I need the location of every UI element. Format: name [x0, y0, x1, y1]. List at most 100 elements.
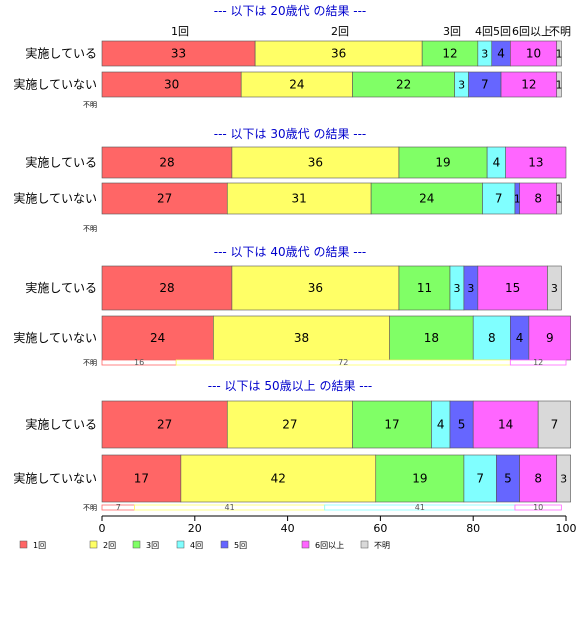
bar-segment — [547, 265, 562, 311]
row-label: 実施していない — [13, 77, 97, 92]
data-label: 12 — [442, 47, 457, 61]
data-label: 3 — [467, 282, 474, 295]
data-label: 42 — [271, 472, 286, 486]
data-label: 28 — [159, 281, 174, 295]
data-label: 3 — [481, 48, 488, 61]
bar-segment — [101, 146, 233, 179]
data-label: 3 — [458, 79, 465, 92]
data-label: 22 — [396, 78, 411, 92]
unknown-row-label: 不明 — [83, 359, 97, 367]
data-label: 1 — [514, 193, 521, 206]
x-tick-label: 60 — [373, 522, 387, 535]
bar-segment — [389, 315, 474, 361]
bar-segment — [519, 182, 558, 215]
bar-segment — [231, 265, 400, 311]
data-label: 13 — [528, 156, 543, 170]
data-label: 12 — [521, 78, 536, 92]
bar-segment — [510, 40, 558, 67]
data-label: 4 — [516, 331, 524, 345]
data-label: 3 — [560, 473, 567, 486]
data-label: 24 — [150, 331, 165, 345]
bar-segment — [505, 146, 567, 179]
unknown-data-label: 7 — [116, 503, 121, 512]
unknown-data-label: 72 — [338, 358, 348, 367]
top-category-label: 3回 — [443, 25, 461, 38]
data-label: 8 — [534, 472, 542, 486]
bar-segment — [556, 454, 571, 503]
row-label: 実施している — [25, 417, 97, 432]
bar-segment — [537, 400, 571, 449]
bar-segment — [213, 315, 390, 361]
top-category-label: 6回以上 — [512, 25, 552, 38]
data-label: 28 — [159, 156, 174, 170]
row-label: 実施していない — [13, 330, 97, 345]
x-tick-label: 20 — [188, 522, 202, 535]
unknown-row-label: 不明 — [83, 504, 97, 512]
data-label: 27 — [157, 192, 172, 206]
data-label: 8 — [534, 192, 542, 206]
data-label: 36 — [308, 281, 323, 295]
data-label: 7 — [495, 192, 503, 206]
bar-segment — [352, 400, 432, 449]
bar-segment — [500, 71, 558, 98]
data-label: 1 — [556, 193, 563, 206]
bar-segment — [468, 71, 502, 98]
data-label: 19 — [435, 156, 450, 170]
bar-segment — [421, 40, 479, 67]
data-label: 18 — [424, 331, 439, 345]
row-label: 実施している — [25, 155, 97, 170]
bar-segment — [398, 265, 451, 311]
bar-segment — [101, 400, 228, 449]
data-label: 36 — [308, 156, 323, 170]
unknown-row-label: 不明 — [83, 101, 97, 109]
row-label: 実施していない — [13, 471, 97, 486]
unknown-data-label: 41 — [415, 503, 425, 512]
unknown-data-label: 12 — [533, 358, 543, 367]
bar-segment — [519, 454, 558, 503]
bar-segment — [370, 182, 483, 215]
legend-label: 1回 — [33, 541, 46, 550]
data-label: 4 — [497, 47, 505, 61]
bar-segment — [101, 182, 228, 215]
bar-segment — [101, 315, 214, 361]
data-label: 31 — [292, 192, 307, 206]
data-label: 19 — [412, 472, 427, 486]
data-label: 9 — [546, 331, 554, 345]
data-label: 3 — [453, 282, 460, 295]
data-label: 5 — [504, 472, 512, 486]
top-category-label: 2回 — [331, 25, 349, 38]
data-label: 1 — [556, 79, 563, 92]
panel-title: --- 以下は 20歳代 の結果 --- — [214, 4, 367, 18]
legend-swatch — [220, 540, 229, 549]
data-label: 33 — [171, 47, 186, 61]
row-label: 実施している — [25, 280, 97, 295]
data-label: 11 — [417, 281, 432, 295]
data-label: 14 — [498, 418, 513, 432]
panel-title: --- 以下は 30歳代 の結果 --- — [214, 127, 367, 141]
data-label: 27 — [282, 418, 297, 432]
x-tick-label: 100 — [556, 522, 577, 535]
bar-segment — [556, 40, 562, 67]
data-label: 8 — [488, 331, 496, 345]
bar-segment — [352, 71, 455, 98]
top-category-label: 4回 — [475, 25, 493, 38]
legend-swatch — [89, 540, 98, 549]
data-label: 17 — [384, 418, 399, 432]
legend-label: 6回以上 — [315, 541, 344, 550]
x-tick-label: 80 — [466, 522, 480, 535]
bar-segment — [226, 182, 372, 215]
top-category-label: 5回 — [493, 25, 511, 38]
bar-segment — [398, 146, 488, 179]
unknown-row-label: 不明 — [83, 225, 97, 233]
bar-segment — [101, 40, 256, 67]
legend-swatch — [301, 540, 310, 549]
legend-swatch — [132, 540, 141, 549]
data-label: 5 — [458, 418, 466, 432]
data-label: 4 — [493, 156, 501, 170]
top-category-label: 不明 — [549, 25, 571, 38]
unknown-data-label: 10 — [533, 503, 543, 512]
unknown-bar-segment — [509, 359, 567, 366]
bar-segment — [226, 400, 353, 449]
data-label: 7 — [481, 78, 489, 92]
